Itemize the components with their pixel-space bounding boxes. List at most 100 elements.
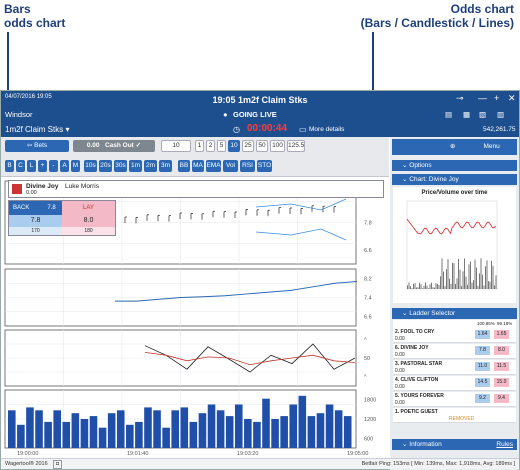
lay-button[interactable]: LAY <box>62 201 115 215</box>
rules-link[interactable]: Rules <box>496 441 513 448</box>
chevron-down-icon: ⌄ <box>402 176 410 183</box>
ladder-runner-row[interactable]: 3. PASTORAL STAR 0.00 11.0 11.5 <box>393 360 516 375</box>
ladder-runner-row[interactable]: 2. FOOL TO CRY 0.00 1.64 1.65 <box>393 328 516 343</box>
matched-amount: 542,261.75 <box>483 126 516 133</box>
mini-chart-title: Price/Volume over time <box>421 190 488 196</box>
mini-volume-bar <box>449 278 450 289</box>
minimize-icon[interactable]: — <box>478 93 487 103</box>
timeframe-button[interactable]: 10s <box>84 160 97 172</box>
menu-button[interactable]: ⊕ Menu <box>392 139 517 155</box>
mini-volume-bar <box>428 288 429 289</box>
ladder-runner-row[interactable]: 6. DIVINE JOY 0.00 7.8 8.0 <box>393 344 516 359</box>
chart-mode-button[interactable]: + <box>38 160 47 172</box>
timeframe-button[interactable]: 30s <box>114 160 127 172</box>
ladder-runner-row[interactable]: 4. CLIVE CLIFTON 0.00 14.5 15.0 <box>393 376 516 391</box>
mini-volume-bar <box>458 258 459 289</box>
timeframe-button[interactable]: 20s <box>99 160 112 172</box>
runner-pl: 0.00 <box>395 368 405 374</box>
chart-icon[interactable]: ▥ <box>497 110 505 119</box>
right-panel: ⊕ Menu ⌄ Options ⌄ Chart: Divine Joy Pric… <box>390 137 519 470</box>
timeframe-button[interactable]: 3m <box>159 160 172 172</box>
more-details-link[interactable]: More details <box>309 126 345 133</box>
chart-mode-button[interactable]: L <box>27 160 36 172</box>
mini-volume-bar <box>483 285 485 289</box>
volume-bar <box>225 416 234 448</box>
y-tick-label: 1200 <box>364 417 376 423</box>
back-price[interactable]: 7.8 <box>9 215 62 227</box>
bets-button[interactable]: ⇦ Bets <box>5 140 69 152</box>
ladder-lay-price[interactable]: 15.0 <box>494 378 509 387</box>
chart-mode-button[interactable]: - <box>49 160 58 172</box>
close-icon[interactable]: ✕ <box>508 93 516 103</box>
stake-button[interactable]: 1 <box>195 140 204 152</box>
mini-volume-bar <box>480 258 482 289</box>
chart-mode-button[interactable]: B <box>5 160 14 172</box>
indicator-button[interactable]: EMA <box>206 160 221 172</box>
runner-name: 2. FOOL TO CRY <box>395 329 435 335</box>
ladder-runner-row[interactable]: 1. POETIC GUEST REMOVED <box>393 408 516 423</box>
ladder-lay-price[interactable]: 8.0 <box>494 346 509 355</box>
indicator-button[interactable]: BB <box>178 160 190 172</box>
add-icon[interactable]: + <box>494 93 500 103</box>
chart-label: Chart: Divine Joy <box>409 176 459 183</box>
runner-popup: Divine Joy Luke Morris 0.00 BACK 7.8 LAY … <box>8 180 384 236</box>
market-selector[interactable]: 1m2f Claim Stks ▾ <box>5 125 70 134</box>
indicator-button[interactable]: RSI <box>240 160 255 172</box>
ladder-lay-price[interactable]: 11.5 <box>494 362 509 371</box>
mini-volume-bar <box>455 283 456 289</box>
information-header[interactable]: ⌄ Information Rules <box>392 439 517 450</box>
mini-volume-bar <box>462 271 464 289</box>
ladder-icon[interactable]: ▧ <box>479 110 487 119</box>
layout-icon[interactable]: ▤ <box>445 110 453 119</box>
indicator-button[interactable]: MA <box>192 160 204 172</box>
mini-volume-bar <box>425 282 426 289</box>
mini-volume-bar <box>468 264 470 289</box>
grid-icon[interactable]: ▦ <box>463 110 471 119</box>
options-header[interactable]: ⌄ Options <box>392 160 517 171</box>
cash-out-button[interactable]: 0.00 Cash Out ✓ <box>73 140 155 152</box>
stake-button[interactable]: 100 <box>270 140 285 152</box>
removed-badge: REMOVED <box>449 416 475 422</box>
ladder-lay-price[interactable]: 9.4 <box>494 394 509 403</box>
volume-bar <box>171 410 179 448</box>
stake-button[interactable]: 10 <box>228 140 240 152</box>
menu-label: Menu <box>483 143 500 150</box>
countdown-timer: 00:00:44 <box>247 123 288 134</box>
stake-button[interactable]: 50 <box>256 140 268 152</box>
pin-icon[interactable]: ⊸ <box>456 93 464 103</box>
mini-volume-bar <box>482 274 483 289</box>
lay-price[interactable]: 8.0 <box>62 215 115 227</box>
ladder-lay-price[interactable]: 1.65 <box>494 330 509 339</box>
back-button[interactable]: BACK 7.8 <box>9 201 62 215</box>
stake-button[interactable]: 5 <box>217 140 226 152</box>
camera-icon[interactable]: ◘ <box>53 460 63 469</box>
ladder-back-price[interactable]: 1.64 <box>475 330 490 339</box>
stake-button[interactable]: 125.5 <box>287 140 305 152</box>
timeframe-button[interactable]: 2m <box>144 160 157 172</box>
stake-button[interactable]: 2 <box>206 140 215 152</box>
ladder-back-price[interactable]: 7.8 <box>475 346 490 355</box>
ladder-back-price[interactable]: 14.5 <box>475 378 490 387</box>
mini-volume-bar <box>414 283 416 289</box>
annotation-odds-chart: Odds chart (Bars / Candlestick / Lines) <box>300 2 514 30</box>
mini-volume-bar <box>495 275 497 289</box>
ladder-runner-row[interactable]: 5. YOURS FOREVER 0.00 9.2 9.4 <box>393 392 516 407</box>
volume-bar <box>271 419 279 448</box>
volume-bar <box>343 416 352 448</box>
stake-input[interactable]: 10 <box>161 140 191 152</box>
timeframe-button[interactable]: 1m <box>129 160 142 172</box>
chart-mode-button[interactable]: C <box>16 160 25 172</box>
volume-bar <box>8 410 16 448</box>
ladder-selector-header[interactable]: ⌄ Ladder Selector <box>392 308 517 319</box>
stake-button[interactable]: 25 <box>242 140 254 152</box>
ladder-back-price[interactable]: 11.0 <box>475 362 490 371</box>
chart-header[interactable]: ⌄ Chart: Divine Joy <box>392 174 517 185</box>
chart-mode-button[interactable]: M <box>71 160 80 172</box>
mini-volume-bar <box>494 285 495 289</box>
indicator-button[interactable]: STO <box>257 160 272 172</box>
chart-mode-button[interactable]: A <box>60 160 69 172</box>
indicator-button[interactable]: Vol <box>223 160 238 172</box>
jockey-name: Luke Morris <box>65 183 99 190</box>
ladder-back-price[interactable]: 9.2 <box>475 394 490 403</box>
runner-name: 3. PASTORAL STAR <box>395 361 443 367</box>
